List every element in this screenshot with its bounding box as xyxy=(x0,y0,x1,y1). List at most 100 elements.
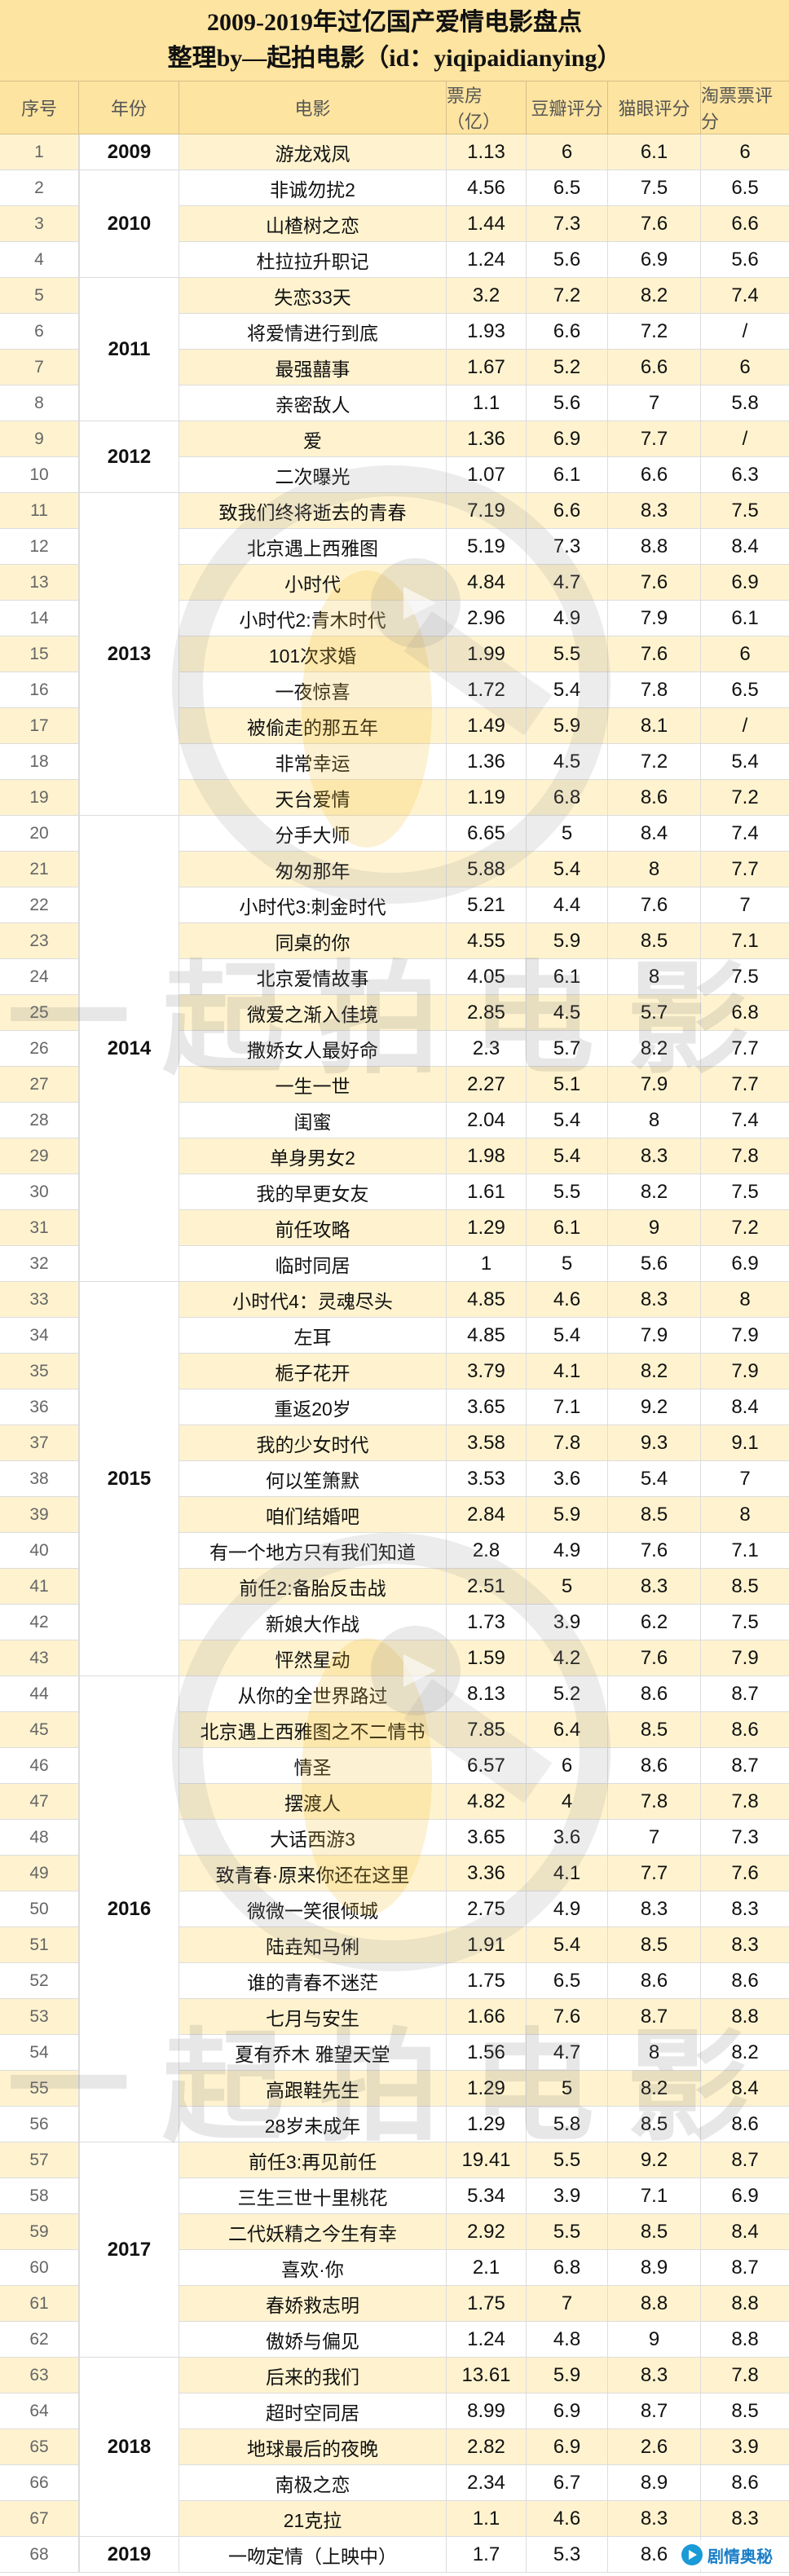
taopiao-score: 8.4 xyxy=(731,2220,759,2243)
page-title: 2009-2019年过亿国产爱情电影盘点 xyxy=(207,8,582,36)
box-office-value: 6.65 xyxy=(447,816,527,851)
movie-title: 天台爱情 xyxy=(179,780,447,815)
douban-score: 5.7 xyxy=(527,1031,608,1066)
maoyan-score: 8.8 xyxy=(608,2286,701,2321)
movie-title: 七月与安生 xyxy=(179,1999,447,2034)
movie-title: 摆渡人 xyxy=(179,1784,447,1819)
movie-title: 夏有乔木 雅望天堂 xyxy=(179,2035,447,2070)
taopiao-score: 6.5 xyxy=(731,678,759,701)
taopiao-score: 8.3 xyxy=(731,1897,759,1920)
movie-title: 28岁未成年 xyxy=(179,2107,447,2142)
row-index: 11 xyxy=(0,493,79,528)
box-office-value: 7.85 xyxy=(447,1712,527,1747)
year-group-cell: 2010 xyxy=(79,170,179,278)
taopiao-score: 7.8 xyxy=(731,2363,759,2386)
row-index: 62 xyxy=(0,2322,79,2357)
taopiao-score: 8.3 xyxy=(731,1933,759,1956)
maoyan-score: 7.9 xyxy=(608,1318,701,1353)
movie-title: 北京遇上西雅图 xyxy=(179,529,447,564)
row-index: 56 xyxy=(0,2107,79,2142)
taopiao-score: 7.9 xyxy=(731,1359,759,1382)
box-office-value: 1.29 xyxy=(447,1210,527,1245)
douban-score: 7.2 xyxy=(527,278,608,313)
taopiao-score: 7.4 xyxy=(731,1108,759,1131)
douban-score: 7.3 xyxy=(527,529,608,564)
row-index: 15 xyxy=(0,636,79,672)
taopiao-score: / xyxy=(742,319,748,342)
box-office-value: 5.88 xyxy=(447,852,527,887)
taopiao-score: 7.5 xyxy=(731,1180,759,1203)
box-office-value: 1.66 xyxy=(447,1999,527,2034)
taopiao-score: 3.9 xyxy=(731,2435,759,2458)
maoyan-score: 8.6 xyxy=(608,780,701,815)
movie-title: 小时代3:刺金时代 xyxy=(179,887,447,923)
douban-score: 6.5 xyxy=(527,170,608,205)
douban-score: 6.1 xyxy=(527,457,608,492)
year-group-cell: 2014 xyxy=(79,816,179,1282)
row-index: 44 xyxy=(0,1676,79,1711)
box-office-value: 2.92 xyxy=(447,2214,527,2249)
maoyan-score: 8.2 xyxy=(608,1031,701,1066)
box-office-value: 2.8 xyxy=(447,1533,527,1568)
movie-title: 有一个地方只有我们知道 xyxy=(179,1533,447,1568)
row-index: 63 xyxy=(0,2358,79,2393)
box-office-value: 4.56 xyxy=(447,170,527,205)
douban-score: 6.9 xyxy=(527,2429,608,2464)
movie-title: 最强囍事 xyxy=(179,350,447,385)
movie-title: 101次求婚 xyxy=(179,636,447,672)
maoyan-score: 8.2 xyxy=(608,278,701,313)
douban-score: 4.5 xyxy=(527,744,608,779)
maoyan-score: 5.6 xyxy=(608,1246,701,1281)
movie-title: 前任攻略 xyxy=(179,1210,447,1245)
movie-title: 傲娇与偏见 xyxy=(179,2322,447,2357)
taopiao-score: 7.9 xyxy=(731,1323,759,1346)
douban-score: 6 xyxy=(527,1748,608,1783)
douban-score: 5.3 xyxy=(527,2537,608,2572)
row-index: 66 xyxy=(0,2465,79,2500)
taopiao-score: 6 xyxy=(739,642,751,665)
movie-title: 将爱情进行到底 xyxy=(179,314,447,349)
douban-score: 6.6 xyxy=(527,493,608,528)
taopiao-score: 7.7 xyxy=(731,1072,759,1095)
maoyan-score: 7.9 xyxy=(608,601,701,636)
maoyan-score: 8.3 xyxy=(608,2501,701,2536)
movie-title: 谁的青春不迷茫 xyxy=(179,1963,447,1998)
movie-title: 喜欢·你 xyxy=(179,2250,447,2285)
maoyan-score: 8.4 xyxy=(608,816,701,851)
douban-score: 3.9 xyxy=(527,2178,608,2213)
row-index: 41 xyxy=(0,1569,79,1604)
douban-score: 6.8 xyxy=(527,2250,608,2285)
movie-title: 小时代 xyxy=(179,565,447,600)
taopiao-score: 7.8 xyxy=(731,1790,759,1812)
box-office-value: 1.75 xyxy=(447,1963,527,1998)
year-group-cell: 2011 xyxy=(79,278,179,421)
maoyan-score: 8.5 xyxy=(608,1497,701,1532)
douban-score: 7 xyxy=(527,2286,608,2321)
movie-title: 爱 xyxy=(179,421,447,456)
row-index: 30 xyxy=(0,1174,79,1209)
maoyan-score: 8.8 xyxy=(608,529,701,564)
brand-badge: 剧情奥秘 xyxy=(677,2540,782,2569)
row-index: 10 xyxy=(0,457,79,492)
box-office-value: 4.85 xyxy=(447,1282,527,1317)
row-index: 42 xyxy=(0,1605,79,1640)
taopiao-score: 7.8 xyxy=(731,1144,759,1167)
maoyan-score: 7.1 xyxy=(608,2178,701,2213)
taopiao-score: 8.8 xyxy=(731,2292,759,2314)
movie-title: 分手大师 xyxy=(179,816,447,851)
douban-score: 5.5 xyxy=(527,2214,608,2249)
header-year: 年份 xyxy=(79,81,179,134)
box-office-value: 1.24 xyxy=(447,2322,527,2357)
movie-title: 春娇救志明 xyxy=(179,2286,447,2321)
movie-title: 撒娇女人最好命 xyxy=(179,1031,447,1066)
douban-score: 5 xyxy=(527,2071,608,2106)
douban-score: 5.4 xyxy=(527,1103,608,1138)
maoyan-score: 5.4 xyxy=(608,1461,701,1496)
maoyan-score: 8.6 xyxy=(608,1963,701,1998)
movie-title: 一吻定情（上映中） xyxy=(179,2537,447,2572)
movie-title: 非常幸运 xyxy=(179,744,447,779)
movie-title: 何以笙箫默 xyxy=(179,1461,447,1496)
maoyan-score: 6.6 xyxy=(608,350,701,385)
movie-title: 前任3:再见前任 xyxy=(179,2142,447,2177)
douban-score: 4.1 xyxy=(527,1856,608,1891)
